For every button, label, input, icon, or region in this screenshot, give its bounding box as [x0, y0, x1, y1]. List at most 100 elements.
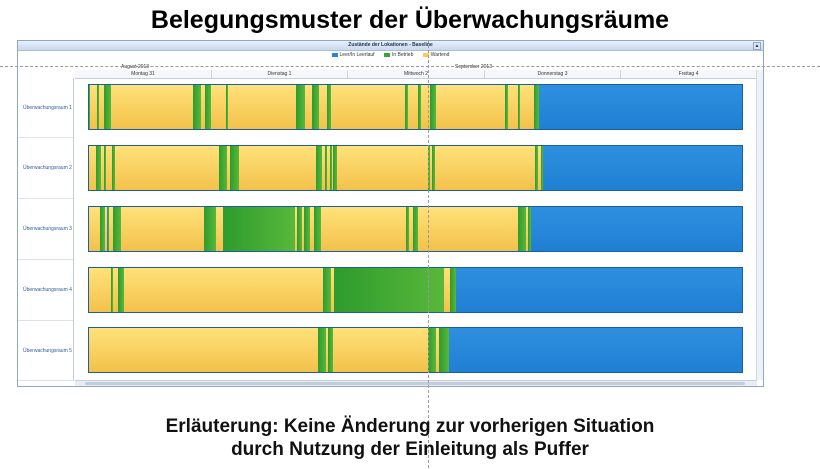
segment-waiting[interactable] [321, 146, 325, 190]
segment-waiting[interactable] [89, 268, 112, 312]
segment-waiting[interactable] [421, 85, 430, 129]
segment-waiting[interactable] [436, 85, 506, 129]
segment-waiting[interactable] [90, 85, 98, 129]
segment-in-operation[interactable] [418, 85, 422, 129]
segment-waiting[interactable] [301, 207, 304, 251]
segment-waiting[interactable] [436, 328, 440, 372]
row-label-room-4[interactable]: Überwachungsraum 4 [18, 260, 73, 321]
segment-in-operation[interactable] [204, 207, 217, 251]
segment-waiting[interactable] [417, 207, 518, 251]
segment-waiting[interactable] [508, 85, 518, 129]
segment-in-operation[interactable] [107, 207, 109, 251]
segment-in-operation[interactable] [528, 207, 531, 251]
segment-waiting[interactable] [332, 146, 334, 190]
segment-waiting[interactable] [336, 146, 428, 190]
segment-in-operation[interactable] [439, 328, 450, 372]
segment-waiting[interactable] [332, 328, 428, 372]
segment-waiting[interactable] [110, 85, 193, 129]
segment-in-operation[interactable] [413, 207, 418, 251]
segment-waiting[interactable] [321, 207, 406, 251]
segment-waiting[interactable] [537, 146, 541, 190]
segment-in-operation[interactable] [104, 85, 111, 129]
segment-waiting[interactable] [238, 146, 317, 190]
segment-in-operation[interactable] [533, 85, 540, 129]
vertical-scrollbar[interactable] [756, 70, 763, 380]
segment-waiting[interactable] [318, 85, 327, 129]
segment-waiting[interactable] [100, 146, 104, 190]
segment-in-operation[interactable] [112, 207, 122, 251]
segment-waiting[interactable] [310, 207, 314, 251]
segment-in-operation[interactable] [322, 268, 331, 312]
segment-waiting[interactable] [429, 146, 433, 190]
segment-waiting[interactable] [104, 207, 108, 251]
segment-waiting[interactable] [295, 207, 298, 251]
segment-in-operation[interactable] [313, 207, 322, 251]
segment-in-operation[interactable] [296, 85, 306, 129]
segment-in-operation[interactable] [405, 207, 409, 251]
row-label-room-2[interactable]: Überwachungsraum 2 [18, 138, 73, 199]
row-label-room-3[interactable]: Überwachungsraum 3 [18, 199, 73, 260]
scrollbar-thumb[interactable] [85, 382, 745, 385]
segment-waiting[interactable] [305, 85, 312, 129]
segment-in-operation[interactable] [316, 146, 322, 190]
occupancy-bar-room-1[interactable] [88, 84, 743, 130]
segment-in-operation[interactable] [405, 85, 409, 129]
segment-in-operation[interactable] [333, 146, 337, 190]
segment-waiting[interactable] [226, 146, 230, 190]
segment-waiting[interactable] [211, 85, 226, 129]
segment-in-operation[interactable] [517, 207, 526, 251]
segment-waiting[interactable] [525, 207, 529, 251]
segment-in-operation[interactable] [89, 85, 91, 129]
segment-in-operation[interactable] [326, 85, 332, 129]
segment-in-operation[interactable] [535, 146, 538, 190]
segment-waiting[interactable] [89, 328, 319, 372]
row-label-room-5[interactable]: Überwachungsraum 5 [18, 321, 73, 381]
segment-in-operation[interactable] [311, 85, 319, 129]
segment-in-operation[interactable] [100, 207, 105, 251]
segment-waiting[interactable] [519, 85, 534, 129]
segment-in-operation[interactable] [505, 85, 508, 129]
segment-waiting[interactable] [326, 328, 328, 372]
segment-in-operation[interactable] [112, 146, 115, 190]
occupancy-bar-room-4[interactable] [88, 267, 743, 313]
segment-in-operation[interactable] [297, 207, 302, 251]
segment-waiting[interactable] [114, 146, 220, 190]
row-label-room-1[interactable]: Überwachungsraum 1 [18, 78, 73, 138]
collapse-icon[interactable]: ▲ [753, 42, 761, 50]
segment-in-operation[interactable] [229, 146, 239, 190]
segment-in-operation[interactable] [333, 268, 444, 312]
segment-in-operation[interactable] [222, 207, 296, 251]
occupancy-bar-room-5[interactable] [88, 327, 743, 373]
segment-in-operation[interactable] [429, 85, 437, 129]
segment-in-operation[interactable] [204, 85, 212, 129]
segment-in-operation[interactable] [96, 146, 101, 190]
segment-waiting[interactable] [112, 268, 119, 312]
segment-in-operation[interactable] [111, 268, 113, 312]
segment-waiting[interactable] [434, 146, 536, 190]
segment-waiting[interactable] [331, 85, 406, 129]
occupancy-bar-room-2[interactable] [88, 145, 743, 191]
segment-waiting[interactable] [330, 268, 334, 312]
segment-in-operation[interactable] [450, 268, 456, 312]
segment-in-operation[interactable] [327, 328, 333, 372]
segment-in-operation[interactable] [517, 85, 520, 129]
segment-in-operation[interactable] [329, 146, 333, 190]
segment-waiting[interactable] [228, 85, 297, 129]
segment-in-operation[interactable] [324, 146, 327, 190]
segment-waiting[interactable] [408, 85, 419, 129]
segment-waiting[interactable] [89, 207, 101, 251]
segment-in-operation[interactable] [97, 85, 99, 129]
segment-in-operation[interactable] [118, 268, 124, 312]
horizontal-scrollbar[interactable] [75, 380, 757, 386]
segment-waiting[interactable] [443, 268, 451, 312]
segment-in-operation[interactable] [432, 146, 435, 190]
segment-in-operation[interactable] [103, 146, 106, 190]
segment-waiting[interactable] [98, 85, 105, 129]
segment-waiting[interactable] [121, 207, 205, 251]
segment-in-operation[interactable] [428, 328, 437, 372]
segment-waiting[interactable] [89, 146, 97, 190]
segment-waiting[interactable] [408, 207, 414, 251]
segment-waiting[interactable] [200, 85, 205, 129]
segment-in-operation[interactable] [303, 207, 311, 251]
segment-in-operation[interactable] [225, 85, 229, 129]
